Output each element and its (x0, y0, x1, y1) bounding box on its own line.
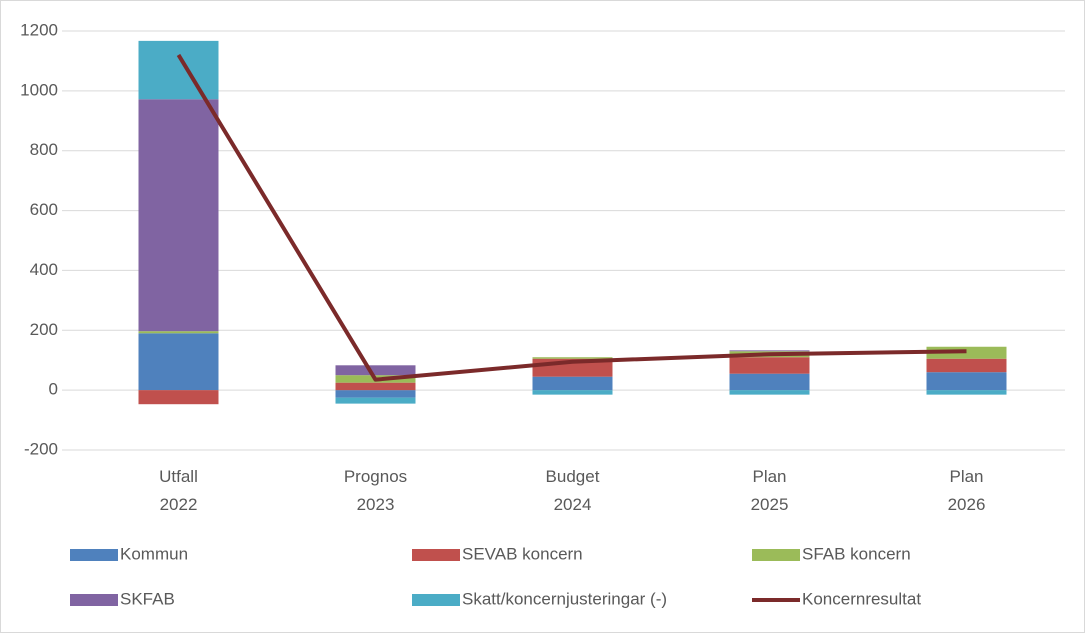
legend-swatch (412, 549, 460, 561)
legend-label: SEVAB koncern (462, 544, 583, 563)
bar-segment (532, 357, 613, 359)
line (176, 53, 967, 382)
legend-swatch (70, 549, 118, 561)
bar-segment (138, 40, 219, 100)
x-tick-label: Budget 2024 (546, 467, 600, 514)
y-tick-label: 600 (30, 200, 58, 219)
bar-segment (138, 99, 219, 332)
bar-segment (335, 390, 416, 398)
y-tick-label: 1200 (20, 20, 58, 39)
legend-swatch (412, 594, 460, 606)
bar-segment (532, 376, 613, 391)
legend-label: SKFAB (120, 589, 175, 608)
x-tick-label: Plan 2025 (751, 467, 789, 514)
y-tick-label: 1000 (20, 80, 58, 99)
bar-segment (138, 333, 219, 391)
bar-segment (729, 373, 810, 391)
legend-swatch (752, 549, 800, 561)
y-tick-label: 200 (30, 320, 58, 339)
bar-segment (926, 372, 1007, 391)
bar-segment (138, 390, 219, 405)
bar-segment (138, 331, 219, 334)
legend-swatch (70, 594, 118, 606)
bar-segment (335, 365, 416, 376)
x-tick-label: Plan 2026 (948, 467, 986, 514)
legend-label: Skatt/koncernjusteringar (-) (462, 589, 667, 608)
y-tick-label: -200 (24, 439, 58, 458)
x-tick-label: Utfall 2022 (159, 467, 198, 514)
y-tick-label: 0 (49, 380, 58, 399)
bar-segment (926, 358, 1007, 373)
y-tick-label: 800 (30, 140, 58, 159)
bar-segment (926, 390, 1007, 395)
bar-segment (729, 390, 810, 395)
bar-segment (729, 350, 810, 352)
y-tick-label: 400 (30, 260, 58, 279)
legend-label: Koncernresultat (802, 589, 921, 608)
legend-label: Kommun (120, 544, 188, 563)
bar-segment (729, 357, 810, 374)
bar-segment (532, 390, 613, 395)
bar-segment (335, 382, 416, 391)
bar-segment (335, 397, 416, 404)
legend-label: SFAB koncern (802, 544, 911, 563)
x-tick-label: Prognos 2023 (344, 467, 407, 514)
